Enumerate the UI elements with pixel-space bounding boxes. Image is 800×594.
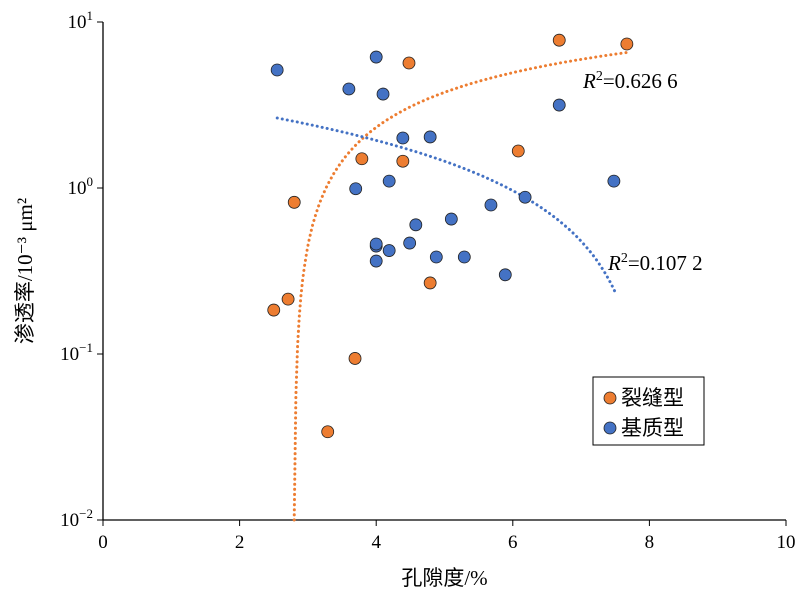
x-axis-label: 孔隙度/% [401,566,487,590]
legend-label: 基质型 [621,416,684,440]
data-point-matrix [444,212,458,226]
data-point-matrix [382,174,396,188]
data-point-fracture [355,152,369,166]
x-tick-label: 0 [98,532,108,553]
data-point-matrix [429,250,443,264]
data-point-matrix [270,63,284,77]
x-tick-label: 4 [371,532,381,553]
x-tick-label: 2 [235,532,245,553]
data-point-matrix [409,218,423,232]
r2-label: R2=0.107 2 [607,251,703,275]
y-tick-label: 100 [68,174,94,199]
data-point-matrix [342,82,356,96]
legend-label: 裂缝型 [621,386,684,410]
data-point-matrix [403,236,417,250]
y-tick-label: 101 [68,8,94,33]
data-point-matrix [349,182,363,196]
y-axis-label: 渗透率/10⁻³ μm² [13,198,37,344]
legend-marker [603,421,617,435]
x-tick-label: 8 [645,532,655,553]
data-point-matrix [607,174,621,188]
data-point-fracture [423,276,437,290]
trendline-fracture [292,50,631,522]
y-tick-label: 10−2 [60,506,93,531]
data-point-fracture [396,154,410,168]
legend-marker [603,391,617,405]
data-point-matrix [376,87,390,101]
x-tick-label: 6 [508,532,518,553]
data-point-matrix [382,244,396,257]
data-point-matrix [369,254,383,268]
r2-label: R2=0.626 6 [582,69,678,93]
data-point-matrix [498,268,512,282]
x-tick-label: 10 [777,532,796,553]
data-point-matrix [484,198,498,212]
data-point-fracture [552,33,566,47]
data-point-matrix [552,98,566,112]
data-point-fracture [321,425,335,439]
data-point-fracture [402,56,416,70]
data-point-fracture [620,37,634,51]
data-point-matrix [369,237,383,251]
data-point-fracture [511,144,525,158]
data-point-matrix [457,250,471,264]
data-point-matrix [518,190,532,204]
data-point-fracture [287,195,301,209]
data-point-fracture [348,352,362,365]
data-point-fracture [267,303,281,317]
data-point-fracture [281,292,295,306]
trendline-matrix [275,116,617,294]
data-point-matrix [396,131,410,145]
y-tick-label: 10−1 [60,340,93,365]
data-point-matrix [423,130,437,144]
data-point-matrix [369,50,383,64]
